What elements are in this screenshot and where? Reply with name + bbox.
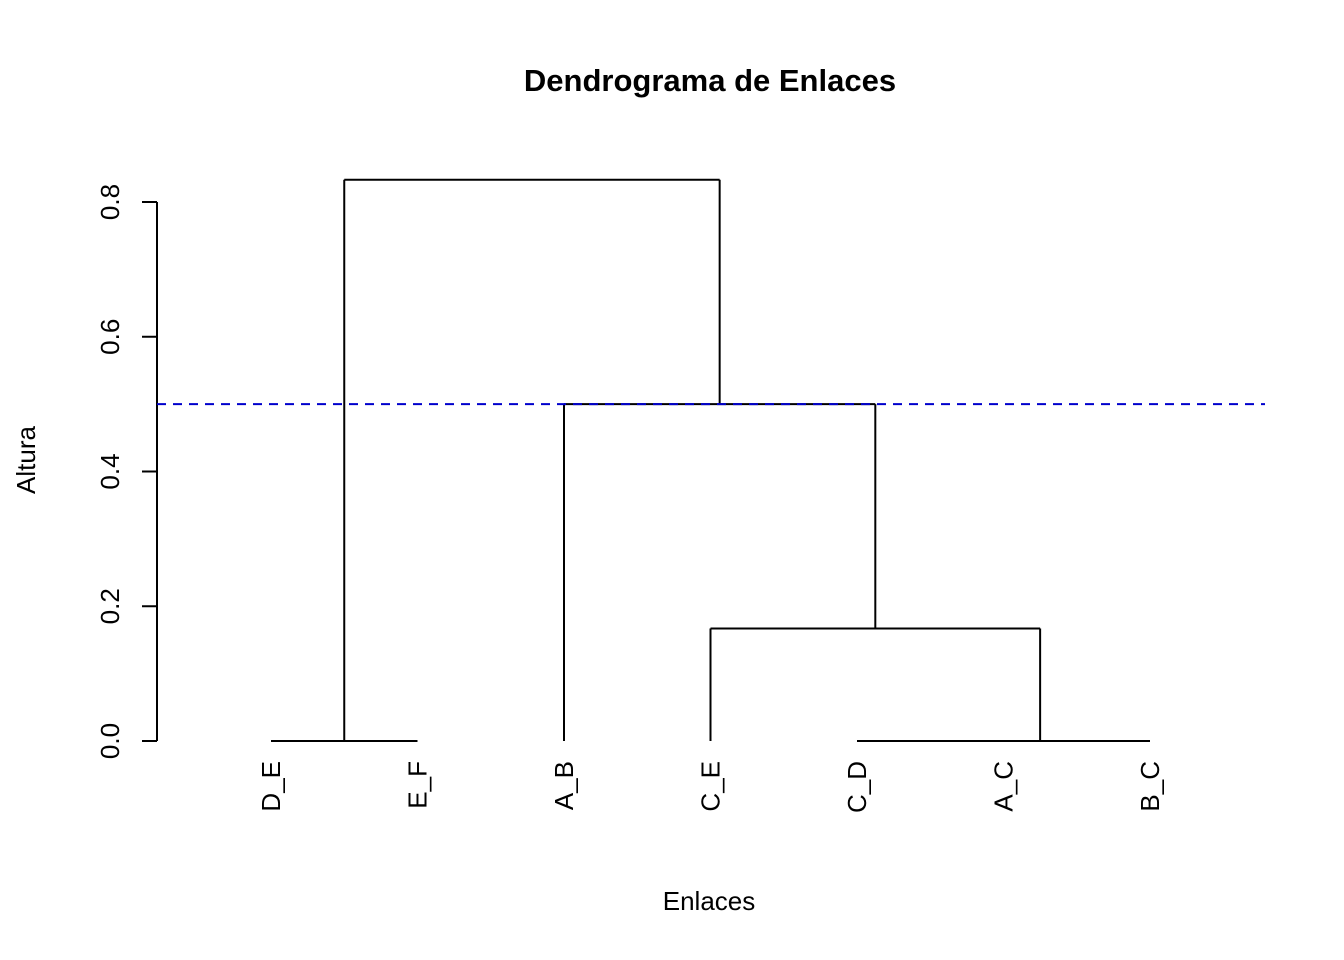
leaf-label: A_C [989,761,1019,812]
leaf-labels: D_E E_F A_B C_E C_D A_C B_C [256,761,1165,813]
y-tick-label: 0.6 [95,319,125,355]
y-tick-label: 0.8 [95,184,125,220]
leaf-label: A_B [549,761,579,810]
leaf-label: D_E [256,761,286,812]
leaf-label: E_F [403,761,433,809]
y-tick-label: 0.2 [95,588,125,624]
x-axis-label: Enlaces [663,886,756,916]
dendrogram-tree [271,178,1150,742]
leaf-label: B_C [1135,761,1165,812]
y-tick-label: 0.4 [95,453,125,489]
leaf-label: C_D [842,761,872,813]
y-axis-label: Altura [11,426,41,494]
chart-title: Dendrograma de Enlaces [524,63,896,98]
leaf-label: C_E [696,761,726,812]
y-tick-label: 0.0 [95,723,125,759]
y-axis: 0.0 0.2 0.4 0.6 0.8 [95,184,158,759]
